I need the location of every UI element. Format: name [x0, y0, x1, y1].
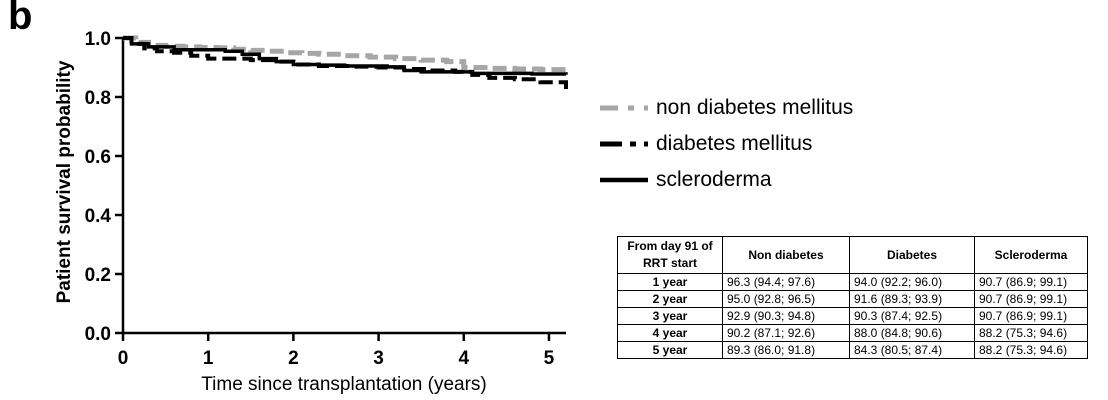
legend-label: non diabetes mellitus	[656, 96, 854, 119]
table-cell: 88.2 (75.3; 94.6)	[974, 324, 1088, 342]
series-line-non-diabetes-mellitus	[123, 35, 569, 73]
y-tick-label: 0.8	[85, 88, 111, 109]
axes: 0.0 0.2 0.4 0.6 0.8 1.0 0 1 2 3 4 5	[85, 29, 566, 369]
table-cell: 94.0 (92.2; 96.0)	[849, 273, 975, 291]
table-cell: 95.0 (92.8; 96.5)	[722, 290, 850, 308]
table-row-label: 4 year	[617, 324, 723, 342]
x-tick-label: 5	[544, 348, 555, 369]
y-tick-label: 1.0	[85, 29, 111, 50]
table-row: 3 year 92.9 (90.3; 94.8) 90.3 (87.4; 92.5)…	[617, 307, 1088, 325]
legend-swatch	[600, 141, 648, 147]
table-cell: 88.0 (84.8; 90.6)	[849, 324, 975, 342]
table-header-row: From day 91 of RRT start Non diabetes Diab…	[617, 236, 1088, 274]
legend-swatch	[600, 177, 648, 183]
table-cell: 88.2 (75.3; 94.6)	[974, 341, 1088, 359]
x-tick-label: 3	[373, 348, 384, 369]
table-row: 2 year 95.0 (92.8; 96.5) 91.6 (89.3; 93.9)…	[617, 290, 1088, 308]
table-header-cell: Diabetes	[849, 236, 975, 274]
series-layer	[123, 35, 569, 92]
table-cell: 90.7 (86.9; 99.1)	[974, 273, 1088, 291]
table-row: 1 year 96.3 (94.4; 97.6) 94.0 (92.2; 96.0)…	[617, 273, 1088, 291]
panel-label: b	[8, 0, 33, 38]
table-cell: 92.9 (90.3; 94.8)	[722, 307, 850, 325]
table-cell: 90.3 (87.4; 92.5)	[849, 307, 975, 325]
table-row-label: 2 year	[617, 290, 723, 308]
legend-swatch	[600, 105, 648, 111]
survival-chart: 0.0 0.2 0.4 0.6 0.8 1.0 0 1 2 3 4 5 Patient surviva…	[54, 29, 569, 395]
table-row: 5 year 89.3 (86.0; 91.8) 84.3 (80.5; 87.4)…	[617, 341, 1088, 359]
y-tick-label: 0.0	[85, 324, 111, 345]
y-tick-label: 0.2	[85, 265, 111, 286]
table-cell: 96.3 (94.4; 97.6)	[722, 273, 850, 291]
survival-table-container: From day 91 of RRT start Non diabetes Diab…	[617, 236, 1108, 376]
x-axis-label: Time since transplantation (years)	[201, 374, 486, 395]
legend-item: non diabetes mellitus	[598, 90, 853, 126]
table-row-label: 1 year	[617, 273, 723, 291]
series-line-scleroderma	[123, 36, 568, 76]
legend-item: diabetes mellitus	[598, 126, 853, 162]
table-cell: 89.3 (86.0; 91.8)	[722, 341, 850, 359]
x-tick-label: 1	[203, 348, 214, 369]
legend-label: diabetes mellitus	[656, 132, 813, 155]
x-tick-label: 0	[118, 348, 129, 369]
table-body: 1 year 96.3 (94.4; 97.6) 94.0 (92.2; 96.0)…	[617, 273, 1088, 359]
table-header-cell: Scleroderma	[974, 236, 1088, 274]
y-axis-label: Patient survival probability	[54, 60, 75, 303]
table-cell: 90.7 (86.9; 99.1)	[974, 307, 1088, 325]
table-cell: 90.2 (87.1; 92.6)	[722, 324, 850, 342]
table-row: 4 year 90.2 (87.1; 92.6) 88.0 (84.8; 90.6)…	[617, 324, 1088, 342]
legend: non diabetes mellitus diabetes mellitus sc…	[598, 90, 853, 198]
table-cell: 91.6 (89.3; 93.9)	[849, 290, 975, 308]
table-row-label: 3 year	[617, 307, 723, 325]
table-row-label: 5 year	[617, 341, 723, 359]
survival-table: From day 91 of RRT start Non diabetes Diab…	[617, 236, 1088, 359]
x-tick-label: 4	[458, 348, 469, 369]
table-header-cell: Non diabetes	[722, 236, 850, 274]
y-tick-label: 0.6	[85, 147, 111, 168]
legend-label: scleroderma	[656, 168, 772, 191]
table-cell: 90.7 (86.9; 99.1)	[974, 290, 1088, 308]
y-tick-label: 0.4	[85, 206, 112, 227]
table-cell: 84.3 (80.5; 87.4)	[849, 341, 975, 359]
table-header-cell: From day 91 of RRT start	[617, 236, 723, 274]
x-tick-label: 2	[288, 348, 299, 369]
legend-item: scleroderma	[598, 162, 853, 198]
